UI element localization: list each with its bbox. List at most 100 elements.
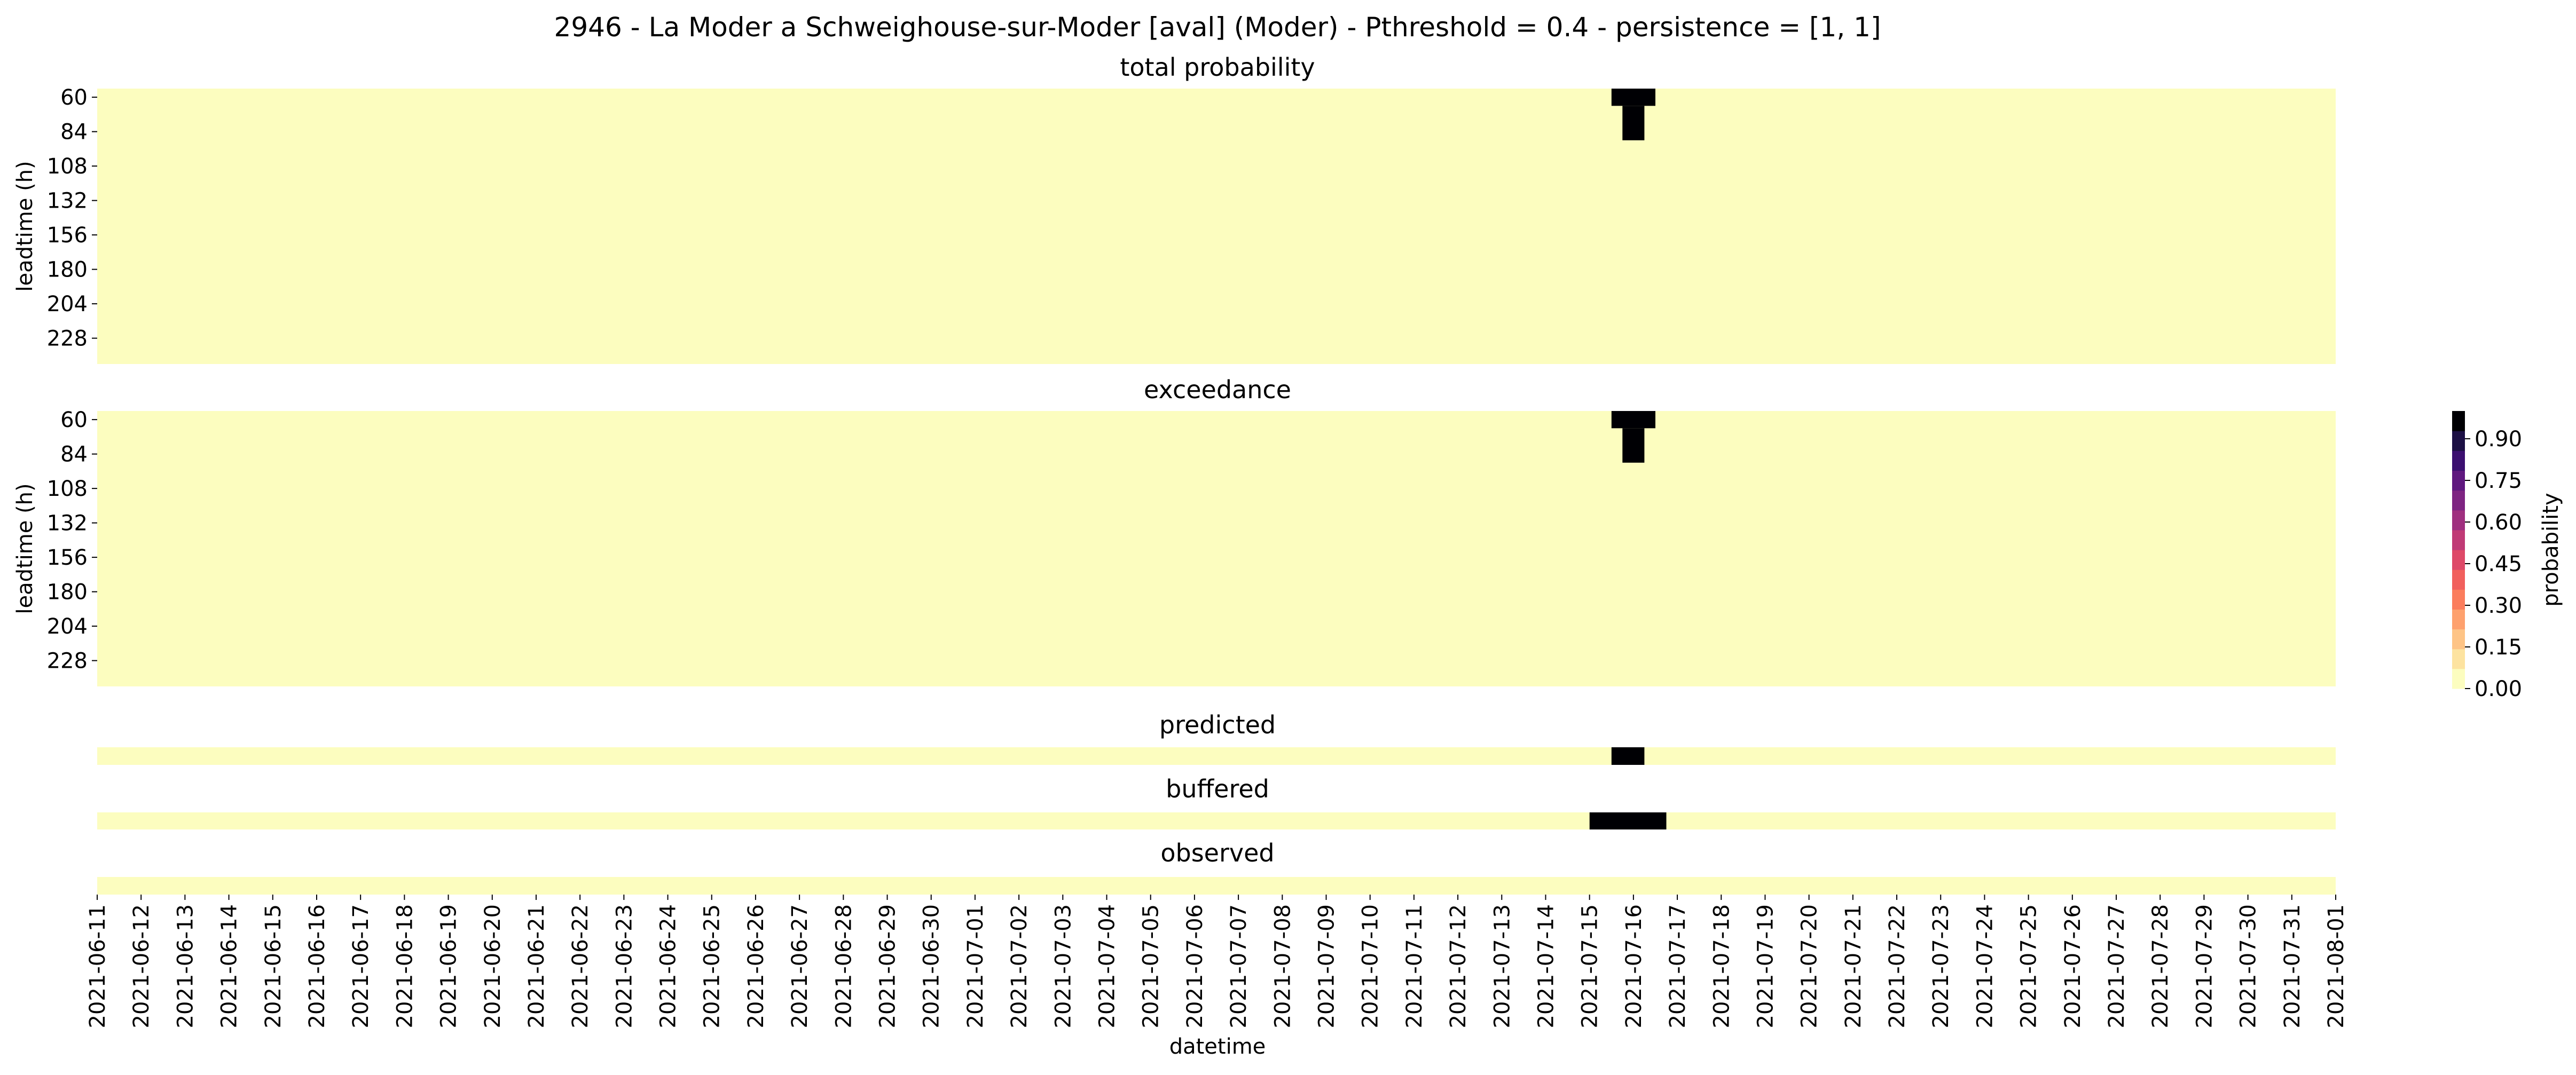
colorbar-tick-label: 0.45 <box>2475 552 2522 576</box>
colorbar-segment <box>2452 550 2465 570</box>
panel-title: exceedance <box>1144 375 1291 404</box>
y-tick-label: 228 <box>47 327 88 351</box>
x-axis: 2021-06-11 2021-06-12 2021-06-13 2021-06-14… <box>85 895 2349 1028</box>
x-tick-label: 2021-07-17 <box>1666 904 1690 1028</box>
panel-title: observed <box>1160 839 1274 867</box>
y-tick-label: 156 <box>47 223 88 248</box>
heatmap-cell <box>1622 428 1645 446</box>
y-tick-label: 204 <box>47 614 88 639</box>
heatmap-cell <box>1622 106 1645 123</box>
y-axis-label: leadtime (h) <box>13 483 37 614</box>
x-tick-label: 2021-07-12 <box>1446 904 1471 1028</box>
chart-title: 2946 - La Moder a Schweighouse-sur-Moder… <box>554 12 1881 43</box>
x-tick-label: 2021-07-02 <box>1007 904 1032 1028</box>
y-tick-label: 180 <box>47 258 88 282</box>
x-tick-label: 2021-07-06 <box>1183 904 1207 1028</box>
colorbar-segment <box>2452 529 2465 550</box>
x-tick-label: 2021-07-15 <box>1578 904 1603 1028</box>
x-tick-label: 2021-07-25 <box>2017 904 2041 1028</box>
heatmap-panels: total probability 60 84 108 132 156 180 204 228 l… <box>13 53 2336 895</box>
x-tick-label: 2021-07-26 <box>2061 904 2085 1028</box>
heatmap-cell <box>1611 411 1655 429</box>
y-tick-label: 108 <box>47 477 88 501</box>
x-tick-label: 2021-06-16 <box>305 904 329 1028</box>
y-tick-label: 60 <box>60 408 88 432</box>
y-tick-label: 108 <box>47 154 88 179</box>
x-tick-label: 2021-06-28 <box>831 904 856 1028</box>
x-tick-label: 2021-06-14 <box>217 904 242 1028</box>
x-tick-label: 2021-07-10 <box>1358 904 1383 1028</box>
heatmap-background <box>97 747 2336 765</box>
panel-title: buffered <box>1166 774 1269 803</box>
heatmap-cell <box>1611 747 1645 765</box>
heatmap-cell <box>1622 445 1645 463</box>
y-tick-label: 132 <box>47 189 88 214</box>
y-tick-label: 60 <box>60 85 88 110</box>
y-tick-label: 84 <box>60 120 88 145</box>
y-tick-label: 84 <box>60 442 88 467</box>
heatmap-background <box>97 89 2336 364</box>
x-tick-label: 2021-06-11 <box>85 904 110 1028</box>
heatmap-background <box>97 877 2336 895</box>
colorbar-segment <box>2452 431 2465 451</box>
x-tick-label: 2021-07-30 <box>2236 904 2261 1028</box>
colorbar-segment <box>2452 411 2465 431</box>
colorbar-segment <box>2452 668 2465 689</box>
panel-predicted: predicted <box>97 710 2336 765</box>
colorbar-segment <box>2452 490 2465 511</box>
x-tick-label: 2021-08-01 <box>2324 904 2349 1028</box>
colorbar: 0.00 0.15 0.30 0.45 0.60 0.75 0.90 probability <box>2452 411 2563 701</box>
x-tick-label: 2021-07-08 <box>1270 904 1295 1028</box>
x-tick-label: 2021-07-28 <box>2148 904 2173 1028</box>
x-tick-label: 2021-07-23 <box>1929 904 1953 1028</box>
x-tick-label: 2021-07-31 <box>2280 904 2305 1028</box>
colorbar-segment <box>2452 450 2465 471</box>
x-tick-label: 2021-06-17 <box>349 904 373 1028</box>
x-tick-label: 2021-06-24 <box>656 904 681 1028</box>
panel-buffered: buffered <box>97 774 2336 829</box>
x-tick-label: 2021-06-21 <box>524 904 549 1028</box>
x-tick-label: 2021-07-20 <box>1797 904 1822 1028</box>
heatmap-cell <box>1611 89 1655 106</box>
panel-title: predicted <box>1159 710 1276 739</box>
heatmap-cell <box>1622 123 1645 140</box>
colorbar-segment <box>2452 470 2465 491</box>
x-tick-label: 2021-06-23 <box>612 904 637 1028</box>
colorbar-tick-label: 0.30 <box>2475 594 2522 618</box>
y-axis-label: leadtime (h) <box>13 161 37 291</box>
x-tick-label: 2021-06-26 <box>744 904 768 1028</box>
x-tick-label: 2021-07-04 <box>1095 904 1120 1028</box>
x-tick-label: 2021-06-27 <box>788 904 812 1028</box>
x-tick-label: 2021-06-12 <box>129 904 154 1028</box>
panel-title: total probability <box>1120 53 1315 82</box>
x-tick-label: 2021-07-11 <box>1402 904 1427 1028</box>
y-tick-label: 204 <box>47 292 88 317</box>
x-axis-label: datetime <box>1169 1034 1266 1059</box>
x-tick-label: 2021-07-01 <box>963 904 988 1028</box>
x-tick-label: 2021-07-27 <box>2104 904 2129 1028</box>
x-tick-label: 2021-07-16 <box>1622 904 1646 1028</box>
colorbar-tick-label: 0.15 <box>2475 635 2522 660</box>
colorbar-tick-label: 0.90 <box>2475 427 2522 452</box>
y-tick-label: 156 <box>47 546 88 570</box>
colorbar-tick-label: 0.00 <box>2475 677 2522 701</box>
x-tick-label: 2021-06-13 <box>173 904 198 1028</box>
x-tick-label: 2021-07-07 <box>1227 904 1251 1028</box>
x-tick-label: 2021-06-30 <box>920 904 944 1028</box>
x-tick-label: 2021-06-19 <box>437 904 461 1028</box>
colorbar-tick-label: 0.60 <box>2475 510 2522 535</box>
panel-total-probability: total probability 60 84 108 132 156 180 204 228 l… <box>13 53 2336 364</box>
x-tick-label: 2021-06-25 <box>700 904 725 1028</box>
x-tick-label: 2021-07-22 <box>1885 904 1910 1028</box>
y-tick-label: 180 <box>47 580 88 605</box>
x-tick-label: 2021-07-29 <box>2192 904 2217 1028</box>
x-tick-label: 2021-07-14 <box>1534 904 1558 1028</box>
x-tick-label: 2021-07-03 <box>1051 904 1075 1028</box>
y-tick-label: 228 <box>47 649 88 674</box>
x-tick-label: 2021-07-09 <box>1314 904 1339 1028</box>
y-tick-label: 132 <box>47 511 88 536</box>
colorbar-tick-label: 0.75 <box>2475 469 2522 493</box>
x-tick-label: 2021-06-18 <box>392 904 417 1028</box>
colorbar-segment <box>2452 510 2465 531</box>
